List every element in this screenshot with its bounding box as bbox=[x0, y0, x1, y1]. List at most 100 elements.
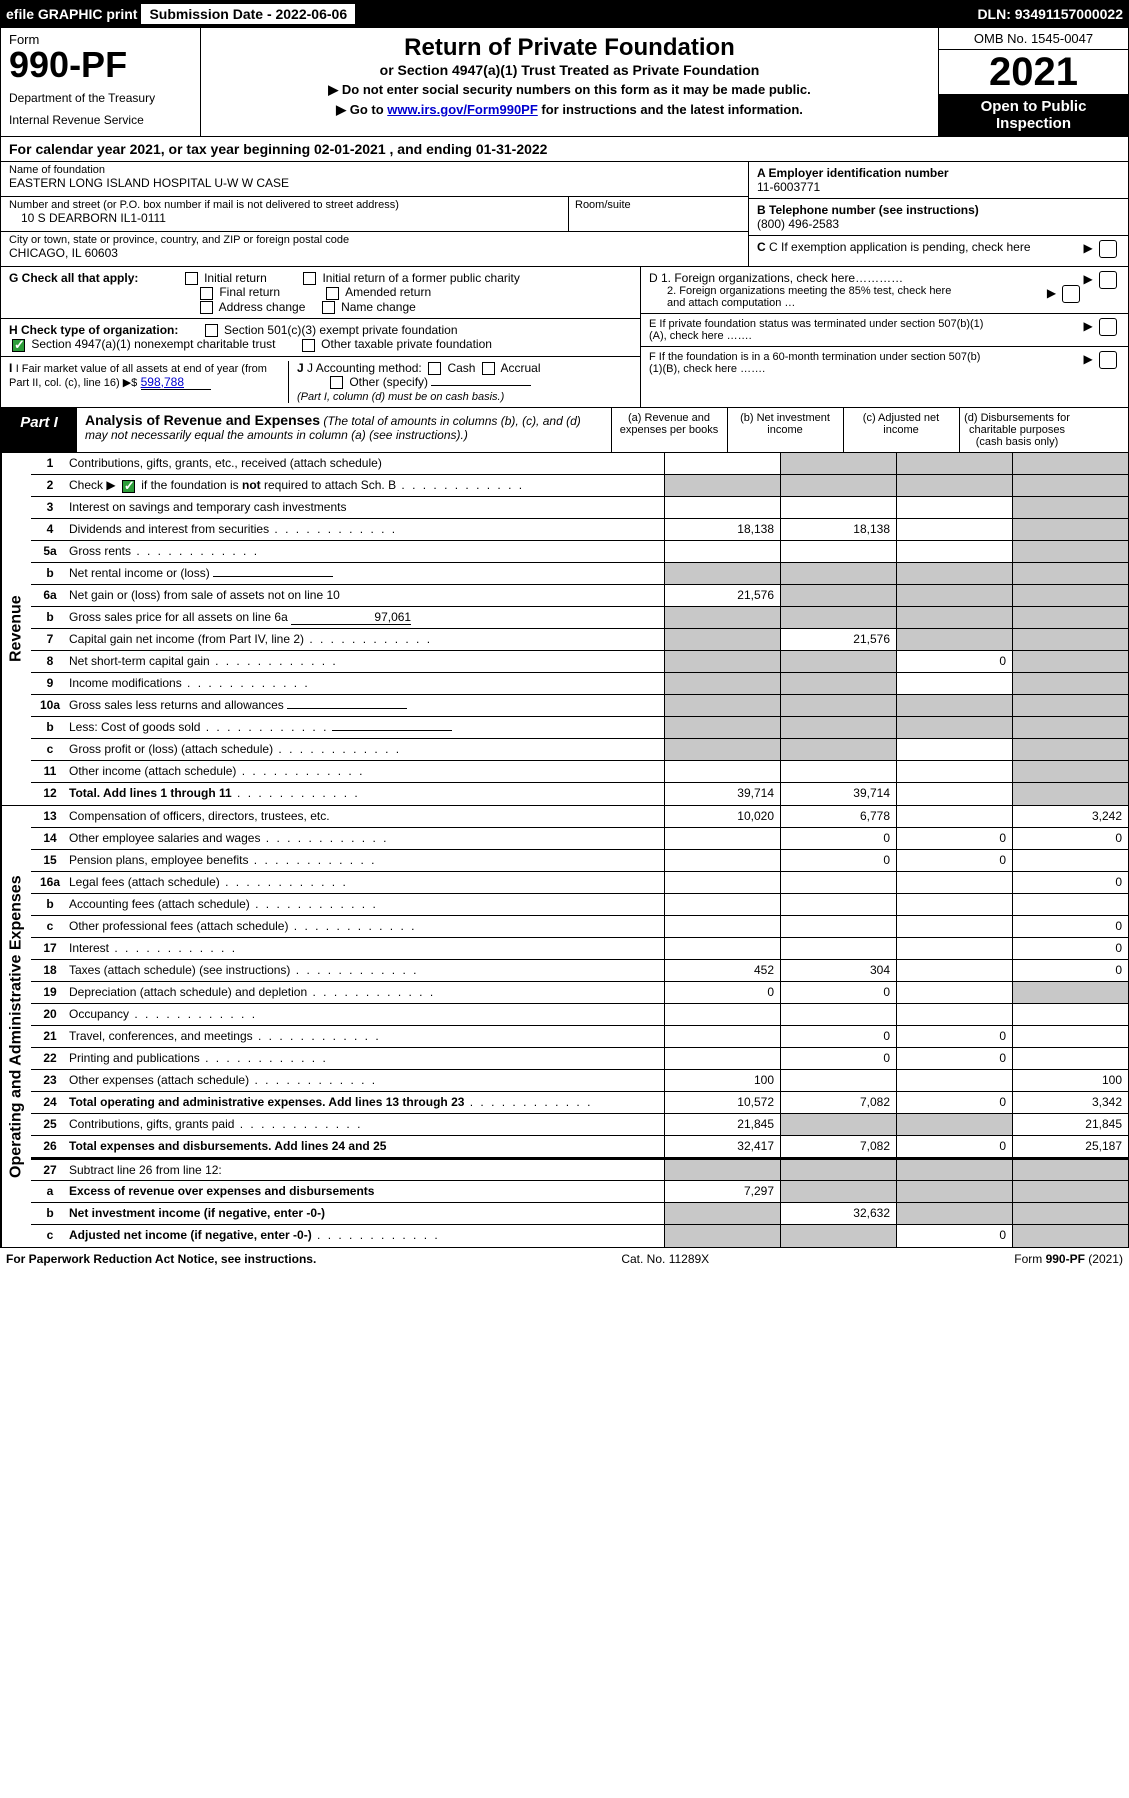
line-desc: Gross profit or (loss) (attach schedule) bbox=[69, 739, 664, 760]
table-row: bGross sales price for all assets on lin… bbox=[31, 607, 1128, 629]
expenses-label: Operating and Administrative Expenses bbox=[1, 806, 31, 1247]
line-desc: Depreciation (attach schedule) and deple… bbox=[69, 982, 664, 1003]
cell-a bbox=[664, 1203, 780, 1224]
cell-dd bbox=[1012, 585, 1128, 606]
e-cbx[interactable] bbox=[1099, 318, 1117, 336]
j-cash-cbx[interactable] bbox=[428, 362, 441, 375]
cell-c bbox=[896, 1114, 1012, 1135]
form-header: Form 990-PF Department of the Treasury I… bbox=[0, 28, 1129, 137]
g-amended-cbx[interactable] bbox=[326, 287, 339, 300]
g-initial-former-cbx[interactable] bbox=[303, 272, 316, 285]
table-row: cOther professional fees (attach schedul… bbox=[31, 916, 1128, 938]
line-number: 7 bbox=[31, 629, 69, 650]
cell-b bbox=[780, 1114, 896, 1135]
irs-link[interactable]: www.irs.gov/Form990PF bbox=[387, 102, 538, 117]
footer-form: 990-PF bbox=[1046, 1252, 1085, 1266]
line-desc: Contributions, gifts, grants paid bbox=[69, 1114, 664, 1135]
cell-a: 32,417 bbox=[664, 1136, 780, 1157]
line-desc: Gross rents bbox=[69, 541, 664, 562]
j-accrual-cbx[interactable] bbox=[482, 362, 495, 375]
cell-a bbox=[664, 497, 780, 518]
cell-c bbox=[896, 585, 1012, 606]
g-namechg-cbx[interactable] bbox=[322, 301, 335, 314]
g-amended: Amended return bbox=[345, 285, 431, 299]
h-501c3-cbx[interactable] bbox=[205, 324, 218, 337]
table-row: 4Dividends and interest from securities1… bbox=[31, 519, 1128, 541]
line-number: 20 bbox=[31, 1004, 69, 1025]
footer-year: 2021 bbox=[1092, 1252, 1119, 1266]
j-label: J Accounting method: bbox=[307, 361, 422, 375]
line-desc: Adjusted net income (if negative, enter … bbox=[69, 1225, 664, 1247]
h-section: H Check type of organization: Section 50… bbox=[1, 319, 640, 357]
cell-b bbox=[780, 475, 896, 496]
cell-dd bbox=[1012, 519, 1128, 540]
form-title: Return of Private Foundation bbox=[231, 34, 908, 62]
cell-c bbox=[896, 475, 1012, 496]
cell-b: 6,778 bbox=[780, 806, 896, 827]
f-cbx[interactable] bbox=[1099, 351, 1117, 369]
cell-b bbox=[780, 1070, 896, 1091]
table-row: 2Check ▶ if the foundation is not requir… bbox=[31, 475, 1128, 497]
cell-b: 21,576 bbox=[780, 629, 896, 650]
table-row: bLess: Cost of goods sold bbox=[31, 717, 1128, 739]
dln: DLN: 93491157000022 bbox=[977, 6, 1123, 22]
cell-a: 7,297 bbox=[664, 1181, 780, 1202]
j-accrual: Accrual bbox=[501, 361, 541, 375]
city-label: City or town, state or province, country… bbox=[9, 234, 740, 246]
cell-a bbox=[664, 761, 780, 782]
phone-label: B Telephone number (see instructions) bbox=[757, 203, 979, 217]
h-4947-cbx[interactable] bbox=[12, 339, 25, 352]
f-label: F If the foundation is in a 60-month ter… bbox=[649, 351, 989, 375]
i-label: I Fair market value of all assets at end… bbox=[9, 363, 267, 389]
fmv-value: 598,788 bbox=[141, 375, 211, 390]
j-other: Other (specify) bbox=[349, 375, 428, 389]
cell-c bbox=[896, 563, 1012, 584]
table-row: 18Taxes (attach schedule) (see instructi… bbox=[31, 960, 1128, 982]
goto-line: ▶ Go to www.irs.gov/Form990PF for instru… bbox=[231, 102, 908, 118]
table-row: 24Total operating and administrative exp… bbox=[31, 1092, 1128, 1114]
cell-dd bbox=[1012, 1203, 1128, 1224]
d2-cbx[interactable] bbox=[1062, 285, 1080, 303]
cell-a: 39,714 bbox=[664, 783, 780, 805]
ij-section: I I Fair market value of all assets at e… bbox=[1, 357, 640, 408]
schb-checkbox[interactable] bbox=[122, 480, 135, 493]
cell-b bbox=[780, 894, 896, 915]
table-row: 5aGross rents bbox=[31, 541, 1128, 563]
j-other-cbx[interactable] bbox=[330, 376, 343, 389]
addr-label: Number and street (or P.O. box number if… bbox=[9, 199, 560, 211]
f-section: F If the foundation is in a 60-month ter… bbox=[641, 347, 1128, 379]
cell-dd: 0 bbox=[1012, 828, 1128, 849]
cell-a bbox=[664, 695, 780, 716]
form-subtitle: or Section 4947(a)(1) Trust Treated as P… bbox=[231, 62, 908, 78]
d2-label: 2. Foreign organizations meeting the 85%… bbox=[649, 285, 969, 309]
g-initial-former: Initial return of a former public charit… bbox=[322, 271, 519, 285]
cell-c: 0 bbox=[896, 1225, 1012, 1247]
line-desc: Taxes (attach schedule) (see instruction… bbox=[69, 960, 664, 981]
line-number: a bbox=[31, 1181, 69, 1202]
submission-date: Submission Date - 2022-06-06 bbox=[140, 3, 356, 25]
cell-dd bbox=[1012, 1048, 1128, 1069]
part1-tab: Part I bbox=[1, 408, 77, 452]
exemption-checkbox[interactable] bbox=[1099, 240, 1117, 258]
line-number: 27 bbox=[31, 1160, 69, 1180]
h-other-cbx[interactable] bbox=[302, 339, 315, 352]
cell-b: 7,082 bbox=[780, 1092, 896, 1113]
year-box: OMB No. 1545-0047 2021 Open to Public In… bbox=[938, 28, 1128, 136]
g-addrchg-cbx[interactable] bbox=[200, 301, 213, 314]
line-desc: Total. Add lines 1 through 11 bbox=[69, 783, 664, 805]
table-row: 19Depreciation (attach schedule) and dep… bbox=[31, 982, 1128, 1004]
line-number: 6a bbox=[31, 585, 69, 606]
cell-dd bbox=[1012, 1160, 1128, 1180]
g-addrchg: Address change bbox=[219, 300, 306, 314]
d1-cbx[interactable] bbox=[1099, 271, 1117, 289]
cell-b: 32,632 bbox=[780, 1203, 896, 1224]
e-section: E If private foundation status was termi… bbox=[641, 314, 1128, 347]
efile-label[interactable]: efile GRAPHIC print bbox=[6, 6, 137, 22]
cell-b bbox=[780, 739, 896, 760]
g-initial-return-cbx[interactable] bbox=[185, 272, 198, 285]
g-final-cbx[interactable] bbox=[200, 287, 213, 300]
paperwork-notice: For Paperwork Reduction Act Notice, see … bbox=[6, 1252, 316, 1266]
form-title-box: Return of Private Foundation or Section … bbox=[201, 28, 938, 136]
col-b-hdr: (b) Net investment income bbox=[727, 408, 843, 452]
cell-b bbox=[780, 651, 896, 672]
